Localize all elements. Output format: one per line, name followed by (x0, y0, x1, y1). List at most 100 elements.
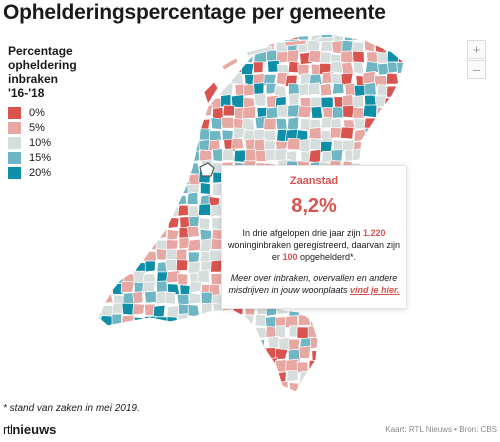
municipality-area[interactable] (176, 336, 191, 350)
municipality-area[interactable] (395, 104, 408, 117)
municipality-area[interactable] (132, 162, 146, 176)
municipality-area[interactable] (155, 193, 169, 207)
municipality-area[interactable] (99, 128, 113, 142)
municipality-area[interactable] (165, 50, 177, 63)
municipality-area[interactable] (111, 159, 124, 173)
municipality-area[interactable] (111, 50, 125, 63)
municipality-area[interactable] (386, 317, 400, 330)
municipality-area[interactable] (121, 116, 135, 128)
municipality-area[interactable] (134, 119, 147, 132)
municipality-area[interactable] (101, 30, 114, 42)
municipality-area[interactable] (408, 29, 421, 41)
municipality-area[interactable] (145, 52, 159, 66)
municipality-area[interactable] (265, 106, 279, 120)
municipality-area[interactable] (352, 61, 364, 75)
municipality-area[interactable] (143, 84, 158, 96)
municipality-area[interactable] (383, 38, 398, 51)
municipality-area[interactable] (187, 31, 201, 44)
municipality-area[interactable] (90, 324, 104, 337)
municipality-area[interactable] (235, 394, 246, 405)
municipality-area[interactable] (397, 315, 410, 329)
municipality-area[interactable] (143, 182, 155, 195)
municipality-area[interactable] (189, 382, 200, 395)
municipality-area[interactable] (155, 30, 169, 41)
municipality-area[interactable] (134, 74, 148, 87)
municipality-area[interactable] (222, 104, 236, 117)
municipality-area[interactable] (310, 336, 324, 349)
municipality-area[interactable] (122, 205, 136, 219)
municipality-area[interactable] (198, 149, 213, 162)
municipality-area[interactable] (220, 38, 234, 52)
municipality-area[interactable] (89, 272, 104, 285)
municipality-area[interactable] (177, 31, 189, 43)
municipality-area[interactable] (212, 370, 226, 384)
municipality-area[interactable] (176, 358, 191, 372)
municipality-area[interactable] (91, 84, 105, 98)
municipality-area[interactable] (122, 338, 135, 351)
municipality-area[interactable] (99, 292, 114, 304)
municipality-area[interactable] (374, 347, 388, 361)
municipality-area[interactable] (276, 380, 289, 393)
municipality-area[interactable] (286, 138, 301, 151)
municipality-area[interactable] (186, 317, 201, 330)
municipality-area[interactable] (133, 191, 147, 207)
municipality-area[interactable] (122, 147, 135, 162)
municipality-area[interactable] (155, 181, 168, 195)
municipality-area[interactable] (143, 203, 157, 216)
popup-link[interactable]: vind je hier. (350, 285, 400, 295)
municipality-area[interactable] (200, 291, 214, 305)
municipality-area[interactable] (112, 239, 124, 252)
municipality-area[interactable] (385, 336, 399, 351)
municipality-area[interactable] (211, 63, 224, 75)
municipality-area[interactable] (199, 357, 214, 371)
municipality-area[interactable] (365, 61, 380, 73)
municipality-area[interactable] (397, 129, 409, 142)
municipality-area[interactable] (88, 193, 102, 208)
municipality-area[interactable] (112, 29, 125, 41)
municipality-area[interactable] (406, 94, 418, 106)
municipality-area[interactable] (122, 260, 136, 273)
municipality-area[interactable] (121, 39, 135, 53)
municipality-area[interactable] (408, 250, 420, 263)
municipality-area[interactable] (110, 205, 124, 218)
municipality-area[interactable] (244, 381, 258, 393)
municipality-area[interactable] (352, 327, 364, 340)
municipality-area[interactable] (142, 171, 155, 186)
municipality-area[interactable] (88, 40, 101, 54)
municipality-area[interactable] (89, 335, 102, 349)
municipality-area[interactable] (243, 358, 257, 372)
municipality-area[interactable] (90, 173, 103, 188)
municipality-area[interactable] (109, 336, 125, 350)
municipality-area[interactable] (374, 31, 386, 44)
municipality-area[interactable] (144, 216, 157, 230)
municipality-area[interactable] (132, 350, 146, 363)
municipality-area[interactable] (321, 339, 336, 351)
municipality-area[interactable] (146, 325, 158, 338)
municipality-area[interactable] (167, 327, 180, 340)
municipality-area[interactable] (253, 92, 267, 108)
municipality-area[interactable] (100, 194, 114, 208)
municipality-area[interactable] (144, 347, 158, 363)
municipality-area[interactable] (134, 63, 147, 76)
municipality-area[interactable] (329, 370, 342, 383)
municipality-area[interactable] (154, 171, 168, 185)
municipality-area[interactable] (110, 357, 122, 370)
municipality-area[interactable] (353, 390, 364, 404)
municipality-area[interactable] (221, 382, 235, 395)
municipality-area[interactable] (275, 118, 288, 130)
municipality-area[interactable] (100, 94, 114, 107)
municipality-area[interactable] (229, 29, 244, 42)
municipality-area[interactable] (121, 127, 135, 141)
municipality-area[interactable] (331, 325, 344, 338)
municipality-area[interactable] (187, 83, 201, 95)
municipality-area[interactable] (98, 119, 112, 132)
municipality-area[interactable] (187, 251, 201, 264)
municipality-area[interactable] (211, 53, 224, 66)
municipality-area[interactable] (364, 82, 377, 96)
municipality-area[interactable] (100, 269, 114, 284)
municipality-area[interactable] (330, 358, 342, 371)
municipality-area[interactable] (155, 393, 167, 405)
municipality-area[interactable] (308, 149, 322, 164)
municipality-area[interactable] (174, 50, 188, 63)
municipality-area[interactable] (308, 370, 321, 383)
